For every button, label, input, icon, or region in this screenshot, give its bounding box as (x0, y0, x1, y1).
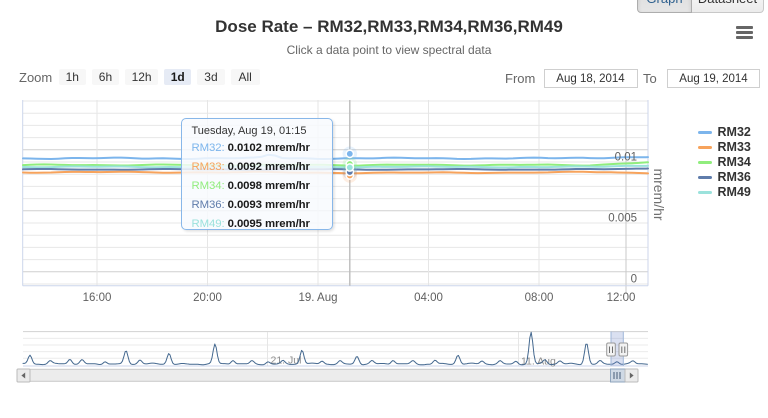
svg-text:08:00: 08:00 (525, 292, 554, 304)
svg-text:0.005: 0.005 (608, 212, 637, 224)
svg-text:16:00: 16:00 (83, 292, 112, 304)
svg-text:0: 0 (631, 273, 637, 285)
svg-text:0.01: 0.01 (615, 151, 637, 163)
svg-text:20:00: 20:00 (193, 292, 222, 304)
svg-text:04:00: 04:00 (414, 292, 443, 304)
svg-text:21. Jul: 21. Jul (271, 355, 302, 367)
svg-text:19. Aug: 19. Aug (298, 292, 337, 304)
svg-text:11. Aug: 11. Aug (521, 356, 556, 368)
svg-text:12:00: 12:00 (607, 292, 636, 304)
svg-text:mrem/hr: mrem/hr (651, 168, 667, 220)
